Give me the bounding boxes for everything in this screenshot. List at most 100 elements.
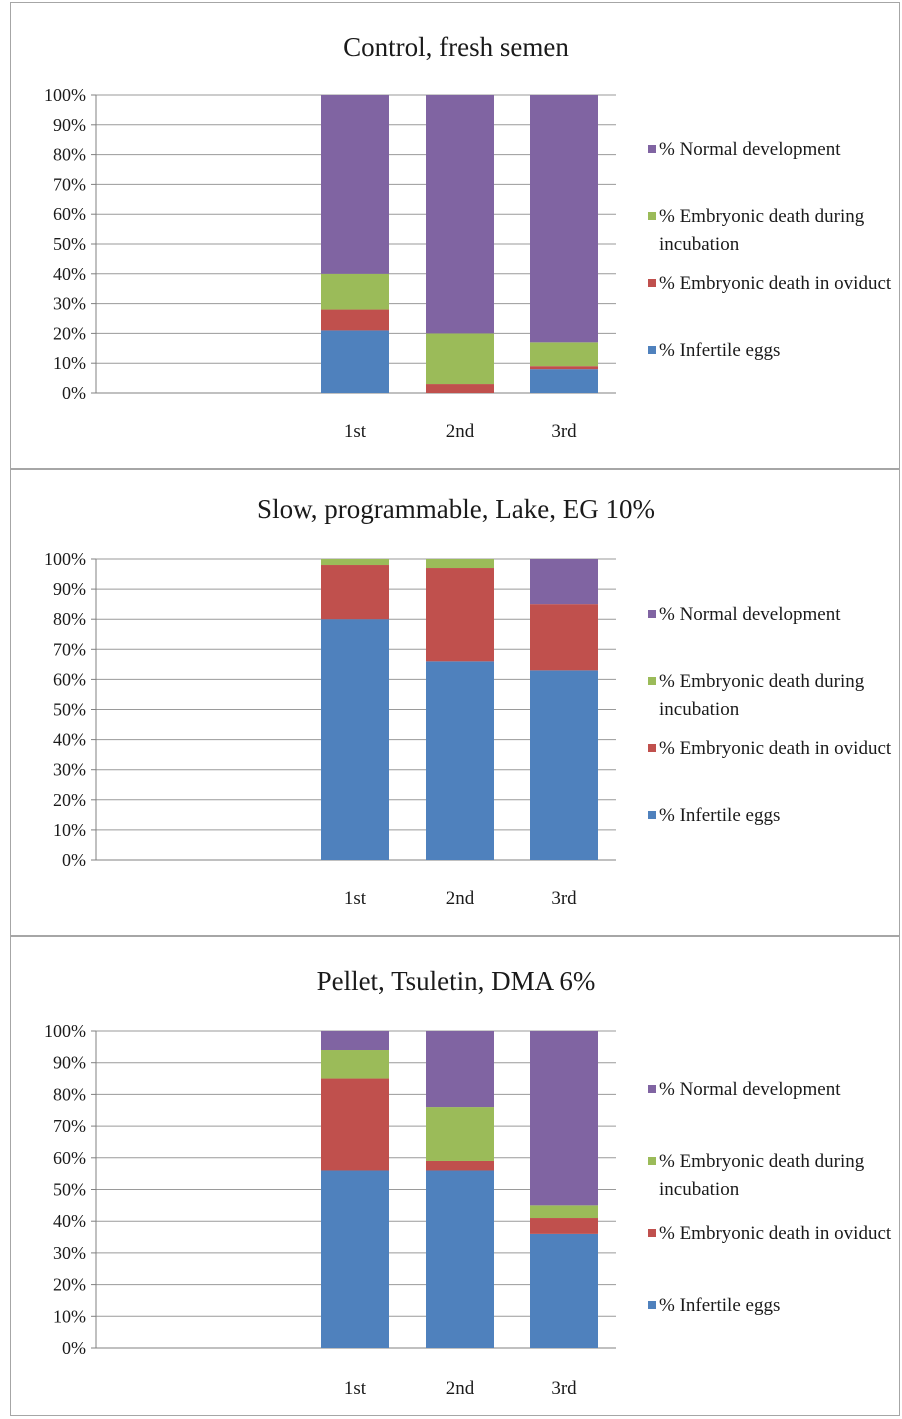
legend-label-continued: incubation	[659, 1179, 740, 1200]
bar-segment	[321, 565, 389, 620]
legend-label: % Embryonic death in oviduct	[659, 738, 892, 759]
y-tick-label: 100%	[44, 85, 86, 105]
x-tick-label: 3rd	[551, 1378, 577, 1399]
legend-label: % Normal development	[659, 1079, 841, 1100]
bar-segment	[426, 1031, 494, 1108]
y-tick-label: 50%	[53, 700, 86, 720]
legend-swatch	[648, 1085, 656, 1093]
y-tick-label: 0%	[62, 850, 86, 870]
y-tick-label: 30%	[53, 1243, 86, 1263]
y-tick-label: 40%	[53, 730, 86, 750]
bar-segment	[426, 1107, 494, 1161]
bar-segment	[530, 95, 598, 343]
y-tick-label: 100%	[44, 1021, 86, 1041]
legend-label: % Infertile eggs	[659, 340, 780, 361]
bar-segment	[426, 661, 494, 860]
legend-label: % Normal development	[659, 139, 841, 160]
legend-swatch	[648, 677, 656, 685]
y-tick-label: 90%	[53, 579, 86, 599]
bar-segment	[321, 330, 389, 393]
bar-segment	[321, 95, 389, 274]
legend-swatch	[648, 610, 656, 618]
x-tick-label: 1st	[344, 1378, 367, 1399]
bar-segment	[321, 273, 389, 310]
y-tick-label: 70%	[53, 639, 86, 659]
bar-segment	[530, 366, 598, 370]
x-tick-label: 3rd	[551, 888, 577, 909]
bar-segment	[530, 670, 598, 860]
bar-segment	[426, 95, 494, 334]
chart-panel-control: Control, fresh semen 0% 10% 20% 30% 40% 50% 60%…	[10, 2, 900, 469]
chart-title: Slow, programmable, Lake, EG 10%	[257, 494, 655, 524]
bar-segment	[426, 384, 494, 393]
y-tick-label: 20%	[53, 1275, 86, 1295]
x-tick-label: 2nd	[446, 888, 475, 909]
legend-label: % Embryonic death during	[659, 1151, 865, 1172]
chart-title: Control, fresh semen	[343, 32, 569, 62]
y-tick-label: 80%	[53, 145, 86, 165]
legend-swatch	[648, 346, 656, 354]
y-tick-label: 10%	[53, 353, 86, 373]
y-tick-label: 60%	[53, 204, 86, 224]
y-tick-label: 40%	[53, 1211, 86, 1231]
y-tick-label: 60%	[53, 669, 86, 689]
y-tick-label: 30%	[53, 294, 86, 314]
legend-swatch	[648, 1157, 656, 1165]
bar-segment	[321, 1078, 389, 1171]
y-tick-label: 30%	[53, 760, 86, 780]
legend-swatch	[648, 1229, 656, 1237]
legend-swatch	[648, 212, 656, 220]
chart-svg: Slow, programmable, Lake, EG 10% 0% 10% 20%…	[44, 494, 892, 909]
y-tick-label: 90%	[53, 115, 86, 135]
bar-segment	[426, 559, 494, 569]
y-tick-label: 60%	[53, 1148, 86, 1168]
bar-segment	[321, 619, 389, 860]
legend-label: % Infertile eggs	[659, 805, 780, 826]
bar-segment	[530, 342, 598, 367]
y-tick-label: 0%	[62, 1338, 86, 1358]
legend-label-continued: incubation	[659, 699, 740, 720]
bar-segment	[530, 559, 598, 605]
x-tick-label: 1st	[344, 888, 367, 909]
legend-label: % Embryonic death in oviduct	[659, 1223, 892, 1244]
bar-segment	[321, 1170, 389, 1348]
legend-label: % Embryonic death during	[659, 206, 865, 227]
y-tick-label: 50%	[53, 234, 86, 254]
y-tick-label: 40%	[53, 264, 86, 284]
bar-segment	[321, 309, 389, 331]
y-tick-label: 80%	[53, 609, 86, 629]
bar-segment	[530, 369, 598, 393]
bar-segment	[321, 559, 389, 566]
bar-segment	[530, 1218, 598, 1234]
y-tick-label: 10%	[53, 1306, 86, 1326]
bar-segment	[426, 333, 494, 385]
y-tick-label: 50%	[53, 1180, 86, 1200]
bar-segment	[426, 568, 494, 662]
y-tick-label: 100%	[44, 549, 86, 569]
x-tick-label: 3rd	[551, 421, 577, 442]
bar-segment	[426, 1170, 494, 1348]
legend-swatch	[648, 744, 656, 752]
x-tick-label: 2nd	[446, 1378, 475, 1399]
y-tick-label: 90%	[53, 1053, 86, 1073]
chart-svg: Pellet, Tsuletin, DMA 6% 0% 10% 20% 30% 40% 50…	[44, 966, 892, 1399]
legend-label-continued: incubation	[659, 234, 740, 255]
bar-segment	[321, 1050, 389, 1079]
x-tick-label: 1st	[344, 421, 367, 442]
chart-panel-slow-programmable: Slow, programmable, Lake, EG 10% 0% 10% 20%…	[10, 469, 900, 936]
y-tick-label: 20%	[53, 790, 86, 810]
y-tick-label: 0%	[62, 383, 86, 403]
legend-label: % Infertile eggs	[659, 1295, 780, 1316]
legend-swatch	[648, 1301, 656, 1309]
bar-segment	[530, 604, 598, 671]
legend-swatch	[648, 811, 656, 819]
y-tick-label: 70%	[53, 1116, 86, 1136]
y-tick-label: 20%	[53, 323, 86, 343]
legend-label: % Embryonic death in oviduct	[659, 273, 892, 294]
bar-segment	[530, 1031, 598, 1206]
chart-title: Pellet, Tsuletin, DMA 6%	[317, 966, 596, 996]
y-tick-label: 70%	[53, 174, 86, 194]
chart-panel-pellet: Pellet, Tsuletin, DMA 6% 0% 10% 20% 30% 40% 50…	[10, 936, 900, 1416]
x-tick-label: 2nd	[446, 421, 475, 442]
bar-segment	[426, 1160, 494, 1171]
